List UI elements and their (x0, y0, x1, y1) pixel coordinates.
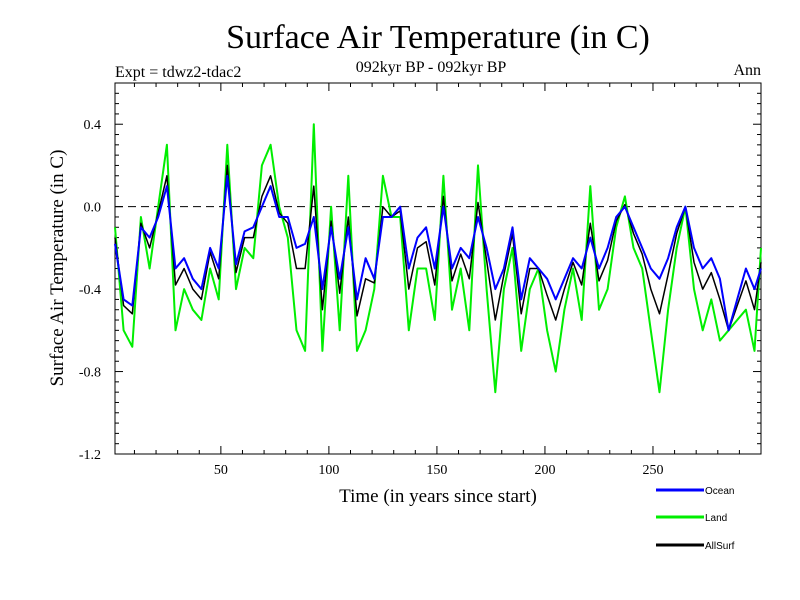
y-tick-label: -1.2 (79, 448, 101, 463)
y-tick-label: 0.0 (84, 201, 102, 216)
legend-label-ocean: Ocean (705, 486, 734, 497)
x-tick-label: 250 (642, 463, 663, 478)
x-tick-label: 200 (534, 463, 555, 478)
y-axis-label: Surface Air Temperature (in C) (47, 150, 68, 387)
legend: Ocean Land AllSurf (656, 486, 735, 552)
period-label: Ann (733, 62, 761, 79)
x-tick-label: 150 (426, 463, 447, 478)
x-tick-label: 50 (214, 463, 228, 478)
y-tick-label: -0.4 (79, 283, 101, 298)
x-tick-labels: 50 100 150 200 250 (214, 463, 664, 478)
chart-title: Surface Air Temperature (in C) (226, 19, 650, 56)
y-tick-label: -0.8 (79, 366, 101, 381)
legend-label-land: Land (705, 513, 727, 524)
experiment-label: Expt = tdwz2-tdac2 (115, 64, 241, 81)
x-tick-label: 100 (318, 463, 339, 478)
series-lines (114, 123, 762, 394)
axis-ticks (115, 82, 761, 455)
legend-label-allsurf: AllSurf (705, 541, 735, 552)
y-tick-labels: 0.4 0.0 -0.4 -0.8 -1.2 (79, 118, 101, 463)
series-line-ocean (114, 174, 762, 332)
chart-subtitle: 092kyr BP - 092kyr BP (356, 59, 507, 76)
y-tick-label: 0.4 (84, 118, 102, 133)
x-axis-label: Time (in years since start) (339, 486, 537, 507)
